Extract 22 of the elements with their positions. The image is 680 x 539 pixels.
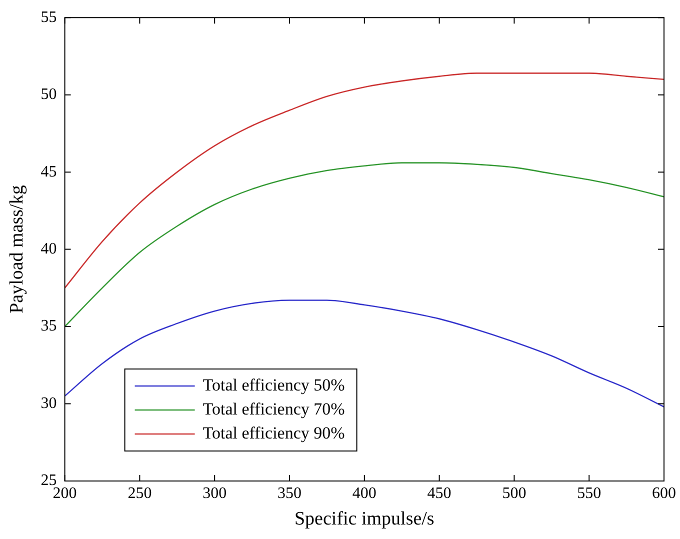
x-tick-label: 500 xyxy=(502,484,526,502)
x-tick-label: 550 xyxy=(577,484,602,502)
y-tick-label: 50 xyxy=(40,86,57,104)
y-axis-title: Payload mass/kg xyxy=(6,184,28,314)
x-tick-label: 450 xyxy=(427,484,452,502)
x-tick-label: 300 xyxy=(202,484,227,502)
line-series xyxy=(64,162,664,328)
line-series xyxy=(64,72,664,289)
y-tick-label: 35 xyxy=(40,318,57,335)
x-axis-title: Specific impulse/s xyxy=(294,508,434,530)
legend-label: Total efficiency 70% xyxy=(202,399,345,418)
x-tick-label: 200 xyxy=(52,484,77,502)
y-tick-label: 40 xyxy=(40,240,57,258)
x-tick-label: 600 xyxy=(652,484,676,502)
legend-label: Total efficiency 90% xyxy=(202,423,345,442)
y-tick-label: 30 xyxy=(40,394,57,412)
x-tick-label: 400 xyxy=(352,484,376,502)
x-tick-label: 250 xyxy=(128,484,152,502)
y-tick-label: 45 xyxy=(40,163,57,180)
legend-label: Total efficiency 50% xyxy=(202,375,345,394)
x-tick-label: 350 xyxy=(278,484,302,502)
y-tick-label: 55 xyxy=(40,8,57,26)
